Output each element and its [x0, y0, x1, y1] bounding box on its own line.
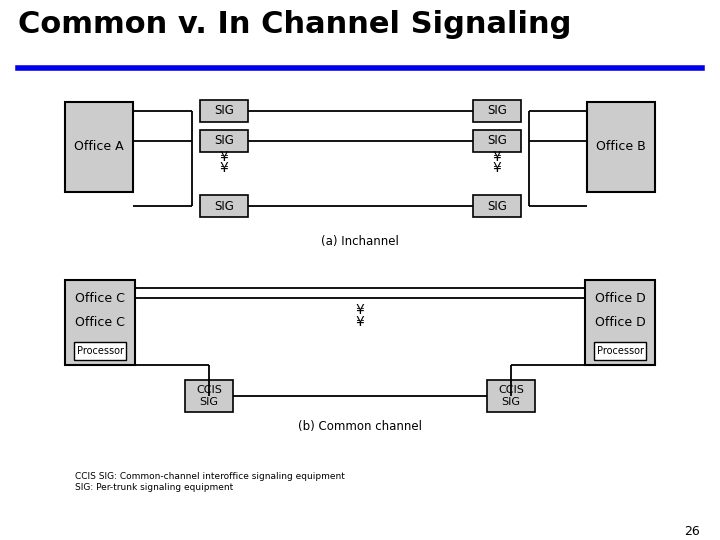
- Bar: [585, 280, 655, 365]
- Text: Processor: Processor: [76, 346, 124, 356]
- Bar: [594, 342, 646, 360]
- Bar: [473, 130, 521, 152]
- Text: SIG: SIG: [214, 134, 234, 147]
- Bar: [74, 342, 126, 360]
- Text: SIG: SIG: [487, 105, 507, 118]
- Text: Office C: Office C: [75, 316, 125, 329]
- Text: SIG: SIG: [487, 199, 507, 213]
- Text: SIG: SIG: [214, 199, 234, 213]
- Text: CCIS SIG: Common-channel interoffice signaling equipment: CCIS SIG: Common-channel interoffice sig…: [75, 472, 345, 481]
- Text: Common v. In Channel Signaling: Common v. In Channel Signaling: [18, 10, 572, 39]
- Text: ¥: ¥: [356, 303, 364, 317]
- Bar: [200, 130, 248, 152]
- Text: CCIS
SIG: CCIS SIG: [498, 385, 524, 407]
- Text: Office D: Office D: [595, 292, 645, 305]
- Bar: [65, 280, 135, 365]
- Text: ¥: ¥: [492, 150, 501, 164]
- Text: Office B: Office B: [596, 140, 646, 153]
- Bar: [200, 100, 248, 122]
- Text: ¥: ¥: [356, 315, 364, 329]
- Bar: [65, 102, 133, 192]
- Text: SIG: SIG: [214, 105, 234, 118]
- Text: Office C: Office C: [75, 292, 125, 305]
- Text: ¥: ¥: [220, 161, 228, 175]
- Text: Office D: Office D: [595, 316, 645, 329]
- Text: Office A: Office A: [74, 140, 124, 153]
- Text: CCIS
SIG: CCIS SIG: [196, 385, 222, 407]
- Text: (a) Inchannel: (a) Inchannel: [321, 235, 399, 248]
- Text: (b) Common channel: (b) Common channel: [298, 420, 422, 433]
- Text: ¥: ¥: [492, 161, 501, 175]
- Bar: [587, 102, 655, 192]
- Text: Processor: Processor: [596, 346, 644, 356]
- Bar: [200, 195, 248, 217]
- Text: ¥: ¥: [220, 150, 228, 164]
- Bar: [473, 195, 521, 217]
- Text: 26: 26: [684, 525, 700, 538]
- Text: SIG: Per-trunk signaling equipment: SIG: Per-trunk signaling equipment: [75, 483, 233, 492]
- Bar: [473, 100, 521, 122]
- Bar: [185, 380, 233, 412]
- Text: SIG: SIG: [487, 134, 507, 147]
- Bar: [487, 380, 535, 412]
